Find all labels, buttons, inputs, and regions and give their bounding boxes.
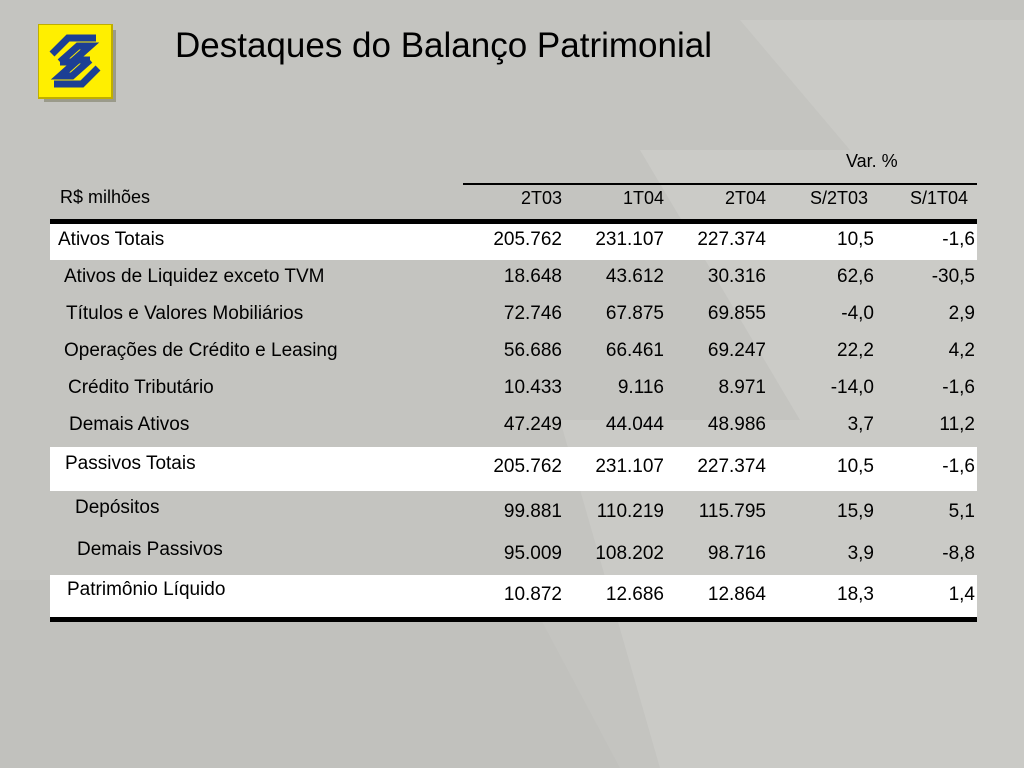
column-header: S/1T04 — [909, 188, 968, 208]
table-bottom-rule — [50, 617, 977, 622]
page-title: Destaques do Balanço Patrimonial — [175, 26, 712, 65]
table-row: Demais Ativos 47.249 44.044 48.986 3,7 1… — [50, 409, 977, 446]
row-label: Patrimônio Líquido — [67, 579, 226, 600]
row-value: 98.716 — [707, 543, 766, 564]
row-value: 231.107 — [595, 456, 664, 477]
row-value: -30,5 — [931, 266, 975, 287]
column-header: 2T04 — [724, 188, 766, 208]
table-row: Passivos Totais 205.762 231.107 227.374 … — [50, 447, 977, 491]
row-value: 18.648 — [503, 266, 562, 287]
row-value: 231.107 — [595, 229, 664, 250]
row-value: -1,6 — [942, 456, 975, 477]
table-row: Ativos Totais 205.762 231.107 227.374 10… — [50, 224, 977, 260]
row-value: 56.686 — [503, 340, 562, 361]
row-value: -4,0 — [841, 303, 874, 324]
row-value: 12.864 — [707, 584, 766, 605]
row-label: Ativos de Liquidez exceto TVM — [64, 266, 325, 287]
row-value: 18,3 — [837, 584, 874, 605]
row-value: 95.009 — [503, 543, 562, 564]
row-value: 15,9 — [837, 501, 874, 522]
row-value: 3,9 — [847, 543, 874, 564]
row-value: 2,9 — [948, 303, 975, 324]
row-value: 5,1 — [948, 501, 975, 522]
row-value: 115.795 — [698, 501, 766, 522]
row-value: 43.612 — [605, 266, 664, 287]
row-value: 10,5 — [837, 456, 874, 477]
table-row: Operações de Crédito e Leasing 56.686 66… — [50, 335, 977, 372]
row-value: 48.986 — [707, 414, 766, 435]
row-value: -14,0 — [830, 377, 874, 398]
row-value: 11,2 — [939, 414, 975, 435]
row-value: 47.249 — [503, 414, 562, 435]
unit-label: R$ milhões — [60, 187, 151, 207]
row-label: Títulos e Valores Mobiliários — [66, 303, 304, 324]
row-value: 4,2 — [948, 340, 975, 361]
row-value: 227.374 — [697, 229, 766, 250]
row-value: 69.855 — [707, 303, 766, 324]
row-value: 12.686 — [605, 584, 664, 605]
row-value: 205.762 — [493, 229, 562, 250]
row-label: Demais Ativos — [69, 414, 190, 435]
table-row: Patrimônio Líquido 10.872 12.686 12.864 … — [50, 575, 977, 617]
row-value: 108.202 — [595, 543, 664, 564]
column-header: 2T03 — [520, 188, 562, 208]
row-value: 30.316 — [707, 266, 766, 287]
row-value: 69.247 — [707, 340, 766, 361]
row-value: 227.374 — [697, 456, 766, 477]
row-value: 22,2 — [837, 340, 874, 361]
row-value: 99.881 — [503, 501, 562, 522]
table-row: Ativos de Liquidez exceto TVM 18.648 43.… — [50, 261, 977, 298]
row-label: Operações de Crédito e Leasing — [64, 340, 338, 361]
row-value: 72.746 — [503, 303, 562, 324]
table-row: Demais Passivos 95.009 108.202 98.716 3,… — [50, 533, 977, 575]
table-row: Crédito Tributário 10.433 9.116 8.971 -1… — [50, 372, 977, 409]
row-value: 3,7 — [847, 414, 874, 435]
row-label: Demais Passivos — [77, 539, 223, 560]
row-value: 67.875 — [605, 303, 664, 324]
row-value: 66.461 — [605, 340, 664, 361]
row-label: Depósitos — [75, 497, 160, 518]
row-value: 1,4 — [948, 584, 975, 605]
row-value: 10.872 — [503, 584, 562, 605]
variation-header: Var. % — [846, 151, 898, 171]
row-label: Ativos Totais — [58, 229, 165, 250]
row-label: Passivos Totais — [65, 453, 196, 474]
row-value: -8,8 — [942, 543, 975, 564]
column-header: 1T04 — [622, 188, 664, 208]
table-top-rule — [50, 219, 977, 224]
row-value: -1,6 — [942, 229, 975, 250]
row-value: 110.219 — [596, 501, 664, 522]
row-value: 205.762 — [493, 456, 562, 477]
row-value: -1,6 — [942, 377, 975, 398]
row-label: Crédito Tributário — [68, 377, 214, 398]
row-value: 10.433 — [503, 377, 562, 398]
header-rule — [463, 183, 977, 185]
row-value: 62,6 — [837, 266, 874, 287]
column-header: S/2T03 — [809, 188, 868, 208]
row-value: 8.971 — [718, 377, 766, 398]
row-value: 10,5 — [837, 229, 874, 250]
bank-logo — [38, 24, 116, 102]
table-row: Depósitos 99.881 110.219 115.795 15,9 5,… — [50, 491, 977, 533]
row-value: 44.044 — [605, 414, 664, 435]
row-value: 9.116 — [617, 377, 664, 398]
table-row: Títulos e Valores Mobiliários 72.746 67.… — [50, 298, 977, 335]
